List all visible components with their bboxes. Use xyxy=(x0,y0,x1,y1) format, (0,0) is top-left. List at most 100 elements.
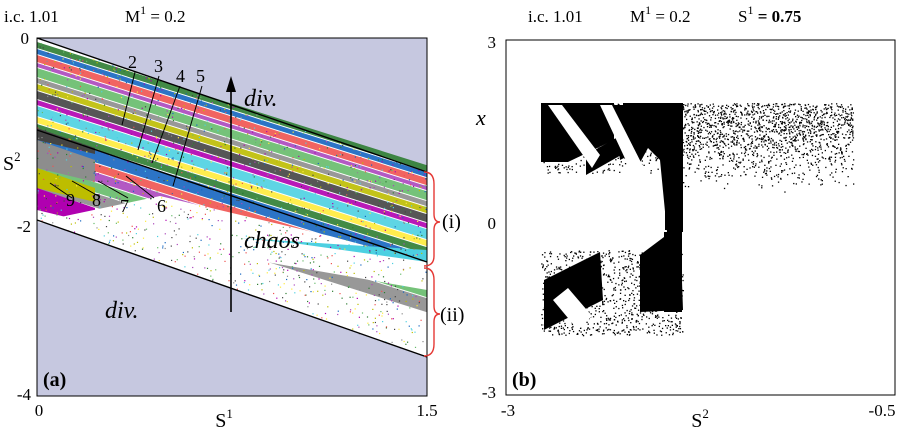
scatter-point xyxy=(37,192,39,194)
scatter-point xyxy=(777,108,780,110)
scatter-point xyxy=(786,142,788,144)
scatter-point xyxy=(668,320,670,323)
scatter-point xyxy=(547,109,550,111)
scatter-point xyxy=(725,107,727,109)
scatter-point xyxy=(109,196,111,198)
scatter-point xyxy=(770,142,772,144)
scatter-point xyxy=(82,166,84,168)
scatter-point xyxy=(785,162,787,164)
scatter-point xyxy=(823,121,825,123)
scatter-point xyxy=(752,108,754,110)
scatter-point xyxy=(143,123,145,125)
scatter-point xyxy=(635,276,637,278)
scatter-point xyxy=(808,126,810,128)
scatter-point xyxy=(733,154,735,156)
scatter-point xyxy=(576,266,578,268)
scatter-point xyxy=(588,298,590,300)
scatter-point xyxy=(197,234,199,236)
scatter-point xyxy=(273,135,275,138)
scatter-point xyxy=(547,169,549,171)
scatter-point xyxy=(614,286,616,289)
scatter-point xyxy=(388,193,390,195)
scatter-point xyxy=(416,237,418,239)
scatter-point xyxy=(596,161,598,164)
scatter-point xyxy=(372,308,374,310)
scatter-point xyxy=(285,292,287,295)
scatter-point xyxy=(324,312,327,315)
scatter-point xyxy=(378,294,380,296)
scatter-point xyxy=(589,254,591,256)
scatter-point xyxy=(838,123,840,125)
scatter-point xyxy=(55,178,57,180)
scatter-point xyxy=(387,201,389,203)
scatter-point xyxy=(578,250,581,252)
scatter-point xyxy=(394,252,396,254)
scatter-point xyxy=(775,144,778,146)
scatter-point xyxy=(799,121,801,124)
scatter-point xyxy=(761,137,763,139)
scatter-point xyxy=(254,161,256,163)
scatter-point xyxy=(300,185,303,187)
scatter-point xyxy=(564,256,566,258)
period-label: 4 xyxy=(176,66,185,86)
scatter-point xyxy=(812,135,814,138)
scatter-point xyxy=(274,274,276,276)
scatter-point xyxy=(625,266,627,268)
scatter-point xyxy=(69,138,71,141)
scatter-point xyxy=(219,228,221,230)
scatter-point xyxy=(171,259,173,261)
scatter-point xyxy=(773,112,775,114)
scatter-point xyxy=(731,125,733,127)
scatter-point xyxy=(807,112,809,114)
scatter-point xyxy=(852,164,854,166)
scatter-point xyxy=(656,317,658,319)
scatter-point xyxy=(670,153,672,155)
scatter-point xyxy=(412,295,414,297)
scatter-point xyxy=(845,150,847,152)
scatter-point xyxy=(204,149,206,151)
scatter-point xyxy=(418,169,420,172)
scatter-point xyxy=(234,147,236,149)
scatter-point xyxy=(794,130,796,132)
scatter-point xyxy=(723,153,725,155)
scatter-point xyxy=(549,117,551,119)
scatter-point xyxy=(305,294,307,296)
scatter-point xyxy=(565,132,567,134)
scatter-point xyxy=(634,137,637,139)
scatter-point xyxy=(174,261,176,263)
scatter-point xyxy=(646,123,648,125)
scatter-point xyxy=(583,164,585,166)
scatter-point xyxy=(329,208,331,210)
scatter-point xyxy=(587,327,589,329)
scatter-point xyxy=(39,46,41,48)
scatter-point xyxy=(571,103,573,105)
scatter-point xyxy=(679,323,681,325)
scatter-point xyxy=(649,111,651,113)
scatter-point xyxy=(648,286,651,288)
scatter-point xyxy=(651,264,653,266)
scatter-point xyxy=(776,113,778,115)
scatter-point xyxy=(760,126,762,128)
scatter-point xyxy=(327,306,329,308)
scatter-point xyxy=(662,262,664,264)
scatter-point xyxy=(553,326,556,329)
scatter-point xyxy=(799,123,801,125)
scatter-point xyxy=(193,163,195,166)
scatter-point xyxy=(784,121,786,123)
scatter-point xyxy=(754,136,757,138)
scatter-point xyxy=(852,118,854,120)
scatter-point xyxy=(559,149,561,151)
scatter-point xyxy=(723,113,725,116)
scatter-point xyxy=(116,67,118,69)
scatter-point xyxy=(655,257,657,259)
scatter-point xyxy=(394,328,396,330)
scatter-point xyxy=(737,122,740,124)
scatter-point xyxy=(331,255,333,257)
scatter-point xyxy=(726,107,728,110)
scatter-point xyxy=(356,172,359,174)
scatter-point xyxy=(673,253,675,255)
scatter-point xyxy=(550,253,553,255)
scatter-point xyxy=(756,130,758,132)
scatter-point xyxy=(775,105,777,107)
scatter-point xyxy=(246,184,248,187)
